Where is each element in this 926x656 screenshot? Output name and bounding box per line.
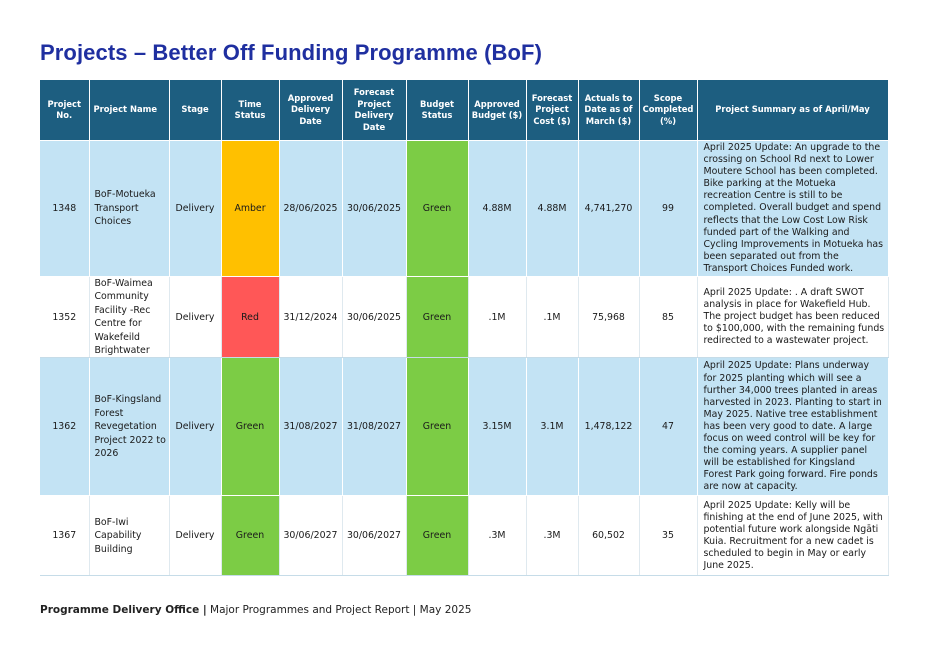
- budget-status-badge: Green: [406, 276, 469, 359]
- forecast-date-cell: 30/06/2025: [342, 276, 407, 359]
- header-actuals: Actuals to Date as of March ($): [578, 80, 640, 141]
- forecast-cost-cell: .1M: [526, 276, 579, 359]
- footer-report: Major Programmes and Project Report | Ma…: [206, 604, 472, 616]
- page-footer: Programme Delivery Office | Major Progra…: [40, 604, 471, 616]
- stage-cell: Delivery: [169, 357, 222, 497]
- header-approved-budget: Approved Budget ($): [468, 80, 527, 141]
- forecast-date-cell: 31/08/2027: [342, 357, 407, 497]
- forecast-cost-cell: 4.88M: [526, 140, 579, 278]
- project-no-cell: 1367: [40, 495, 90, 577]
- approved-budget-cell: .1M: [468, 276, 527, 359]
- footer-office: Programme Delivery Office |: [40, 604, 207, 616]
- header-forecast-cost: Forecast Project Cost ($): [526, 80, 579, 141]
- approved-date-cell: 31/12/2024: [279, 276, 343, 359]
- summary-cell: April 2025 Update: Plans underway for 20…: [697, 357, 889, 497]
- table-header-row: Project No. Project Name Stage Time Stat…: [40, 80, 889, 141]
- approved-budget-cell: 4.88M: [468, 140, 527, 278]
- approved-date-cell: 31/08/2027: [279, 357, 343, 497]
- budget-status-badge: Green: [406, 140, 469, 278]
- actuals-cell: 4,741,270: [578, 140, 640, 278]
- summary-cell: April 2025 Update: Kelly will be finishi…: [697, 495, 889, 577]
- forecast-date-cell: 30/06/2025: [342, 140, 407, 278]
- table-row: 1352 BoF-Waimea Community Facility -Rec …: [40, 276, 889, 359]
- header-project-summary: Project Summary as of April/May: [697, 80, 889, 141]
- budget-status-badge: Green: [406, 357, 469, 497]
- project-name-cell: BoF-Motueka Transport Choices: [89, 140, 170, 278]
- page-title: Projects – Better Off Funding Programme …: [40, 40, 542, 65]
- forecast-cost-cell: .3M: [526, 495, 579, 577]
- approved-date-cell: 30/06/2027: [279, 495, 343, 577]
- time-status-badge: Red: [221, 276, 280, 359]
- table-row: 1367 BoF-Iwi Capability Building Deliver…: [40, 495, 889, 577]
- projects-table: Project No. Project Name Stage Time Stat…: [40, 80, 889, 577]
- project-name-cell: BoF-Iwi Capability Building: [89, 495, 170, 577]
- forecast-date-cell: 30/06/2027: [342, 495, 407, 577]
- scope-cell: 85: [639, 276, 698, 359]
- actuals-cell: 75,968: [578, 276, 640, 359]
- header-forecast-delivery-date: Forecast Project Delivery Date: [342, 80, 407, 141]
- time-status-badge: Green: [221, 495, 280, 577]
- project-no-cell: 1352: [40, 276, 90, 359]
- summary-cell: April 2025 Update: An upgrade to the cro…: [697, 140, 889, 278]
- time-status-badge: Amber: [221, 140, 280, 278]
- header-budget-status: Budget Status: [406, 80, 469, 141]
- actuals-cell: 1,478,122: [578, 357, 640, 497]
- stage-cell: Delivery: [169, 495, 222, 577]
- stage-cell: Delivery: [169, 276, 222, 359]
- project-name-cell: BoF-Kingsland Forest Revegetation Projec…: [89, 357, 170, 497]
- time-status-badge: Green: [221, 357, 280, 497]
- header-approved-delivery-date: Approved Delivery Date: [279, 80, 343, 141]
- table-row: 1362 BoF-Kingsland Forest Revegetation P…: [40, 357, 889, 497]
- table-row: 1348 BoF-Motueka Transport Choices Deliv…: [40, 140, 889, 278]
- approved-budget-cell: .3M: [468, 495, 527, 577]
- header-project-no: Project No.: [40, 80, 90, 141]
- summary-cell: April 2025 Update: . A draft SWOT analys…: [697, 276, 889, 359]
- forecast-cost-cell: 3.1M: [526, 357, 579, 497]
- approved-budget-cell: 3.15M: [468, 357, 527, 497]
- project-no-cell: 1348: [40, 140, 90, 278]
- header-project-name: Project Name: [89, 80, 170, 141]
- header-scope-completed: Scope Completed (%): [639, 80, 698, 141]
- project-name-cell: BoF-Waimea Community Facility -Rec Centr…: [89, 276, 170, 359]
- budget-status-badge: Green: [406, 495, 469, 577]
- approved-date-cell: 28/06/2025: [279, 140, 343, 278]
- stage-cell: Delivery: [169, 140, 222, 278]
- actuals-cell: 60,502: [578, 495, 640, 577]
- scope-cell: 47: [639, 357, 698, 497]
- header-stage: Stage: [169, 80, 222, 141]
- project-no-cell: 1362: [40, 357, 90, 497]
- scope-cell: 35: [639, 495, 698, 577]
- scope-cell: 99: [639, 140, 698, 278]
- header-time-status: Time Status: [221, 80, 280, 141]
